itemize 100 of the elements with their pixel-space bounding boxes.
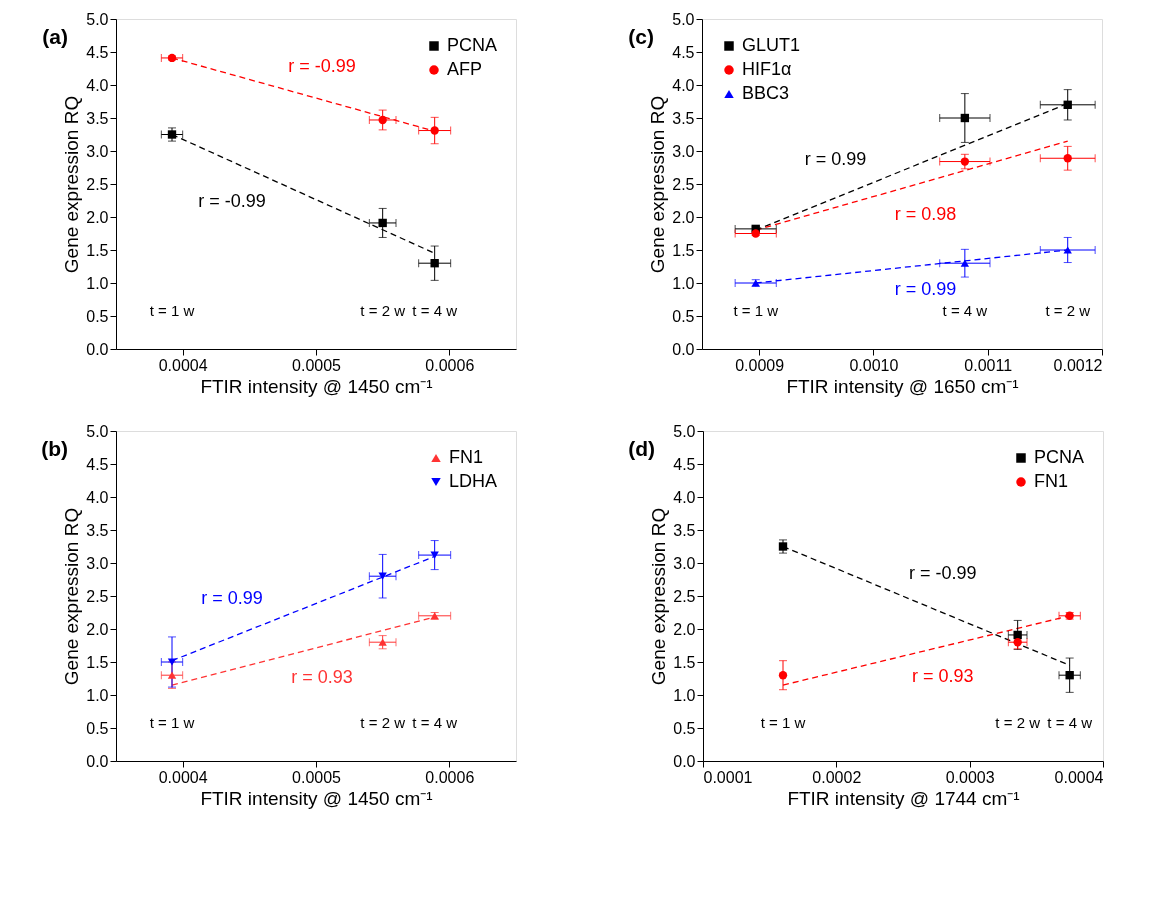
y-tick-label: 3.5 [673,521,696,539]
annotation: t = 4 w [412,302,458,319]
legend-label: PCNA [1034,447,1085,467]
x-tick-label: 0.0006 [425,356,475,374]
y-tick-label: 1.5 [672,241,695,259]
text: (d) [628,437,655,460]
annotation: t = 4 w [1047,714,1093,731]
y-tick-label: 4.0 [673,488,696,506]
x-tick-label: 0.0005 [292,768,342,786]
y-axis-title: Gene expression RQ [648,507,670,686]
x-axis-title: FTIR intensity @ 1744 cm⁻¹ [787,787,1020,809]
legend-label: LDHA [449,471,498,491]
y-tick-label: 0.0 [86,340,109,358]
y-axis-title: Gene expression RQ [61,507,83,686]
legend-label: HIF1α [742,59,792,79]
y-tick-label: 0.5 [86,307,109,325]
x-tick-label: 0.0004 [1054,768,1104,786]
y-tick-label: 3.0 [673,554,696,572]
series-label: r = 0.93 [291,666,353,687]
point [430,126,439,135]
legend-label: PCNA [447,35,498,55]
legend-label: FN1 [1034,471,1069,491]
y-tick-label: 1.5 [86,241,109,259]
annotation: t = 2 w [360,714,406,731]
y-tick-label: 1.5 [86,653,109,671]
y-tick-label: 4.5 [86,455,109,473]
y-tick-label: 5.0 [673,422,696,440]
y-tick-label: 2.0 [672,208,695,226]
y-tick-label: 4.5 [86,43,109,61]
series-label: r = 0.99 [804,148,867,169]
y-tick-label: 0.5 [672,307,695,325]
y-tick-label: 2.5 [86,175,109,193]
y-tick-label: 2.5 [673,587,696,605]
y-tick-label: 4.0 [672,76,695,94]
y-tick-label: 3.5 [86,521,109,539]
x-tick-label: 0.0005 [292,356,342,374]
y-tick-label: 1.0 [672,274,695,292]
point [430,551,439,559]
x-tick-label: 0.0011 [964,356,1013,374]
y-tick-label: 0.5 [673,719,696,737]
annotation: t = 1 w [760,714,806,731]
x-tick-label: 0.0001 [703,768,753,786]
y-tick-label: 4.0 [86,488,109,506]
y-tick-label: 0.5 [86,719,109,737]
y-tick-label: 1.0 [673,686,696,704]
x-axis-title: FTIR intensity @ 1450 cm⁻¹ [200,787,433,809]
series-label: r = 0.93 [911,666,974,687]
series-label: r = 0.99 [894,278,957,299]
point [378,115,387,125]
legend-label: BBC3 [742,83,790,103]
series-label: r = -0.99 [908,563,977,584]
annotation: t = 4 w [942,302,988,319]
y-tick-label: 2.5 [672,175,695,193]
x-tick-label: 0.0009 [735,356,785,374]
y-tick-label: 5.0 [86,422,109,440]
y-tick-label: 3.5 [672,109,695,127]
x-tick-label: 0.0006 [425,768,475,786]
annotation: t = 1 w [733,302,779,319]
annotation: t = 2 w [995,714,1041,731]
y-tick-label: 5.0 [672,10,695,28]
series-label: r = -0.99 [288,56,356,77]
y-tick-label: 3.0 [672,142,695,160]
series-label: r = 0.99 [201,587,263,608]
legend-label: AFP [447,59,483,79]
annotation: t = 1 w [149,714,195,731]
x-tick-label: 0.0003 [945,768,995,786]
x-tick-label: 0.0004 [158,768,208,786]
text: (c) [628,25,654,48]
y-axis-title: Gene expression RQ [61,95,83,274]
y-axis-title: Gene expression RQ [647,95,669,274]
annotation: t = 1 w [149,302,195,319]
y-tick-label: 4.5 [673,455,696,473]
point [378,638,387,646]
y-tick-label: 4.5 [672,43,695,61]
legend-label: FN1 [449,447,484,467]
annotation: t = 2 w [360,302,406,319]
y-tick-label: 5.0 [86,10,109,28]
y-tick-label: 0.0 [86,752,109,770]
annotation: t = 2 w [1045,302,1091,319]
series-label: r = -0.99 [198,191,266,212]
x-axis-title: FTIR intensity @ 1450 cm⁻¹ [200,375,433,397]
y-tick-label: 2.5 [86,587,109,605]
point [378,218,387,228]
point [167,130,177,139]
legend-label: GLUT1 [742,35,801,55]
x-tick-label: 0.0002 [812,768,862,786]
y-tick-label: 2.0 [86,620,109,638]
y-tick-label: 4.0 [86,76,109,94]
y-tick-label: 2.0 [86,208,109,226]
y-tick-label: 3.0 [86,554,109,572]
y-tick-label: 0.0 [672,340,695,358]
series-label: r = 0.98 [894,203,957,224]
annotation: t = 4 w [412,714,458,731]
point [378,572,387,580]
y-tick-label: 3.0 [86,142,109,160]
x-tick-label: 0.0012 [1053,356,1103,374]
y-tick-label: 1.0 [86,686,109,704]
text: (b) [41,437,68,460]
x-tick-label: 0.0004 [158,356,208,374]
x-axis-title: FTIR intensity @ 1650 cm⁻¹ [786,375,1019,397]
